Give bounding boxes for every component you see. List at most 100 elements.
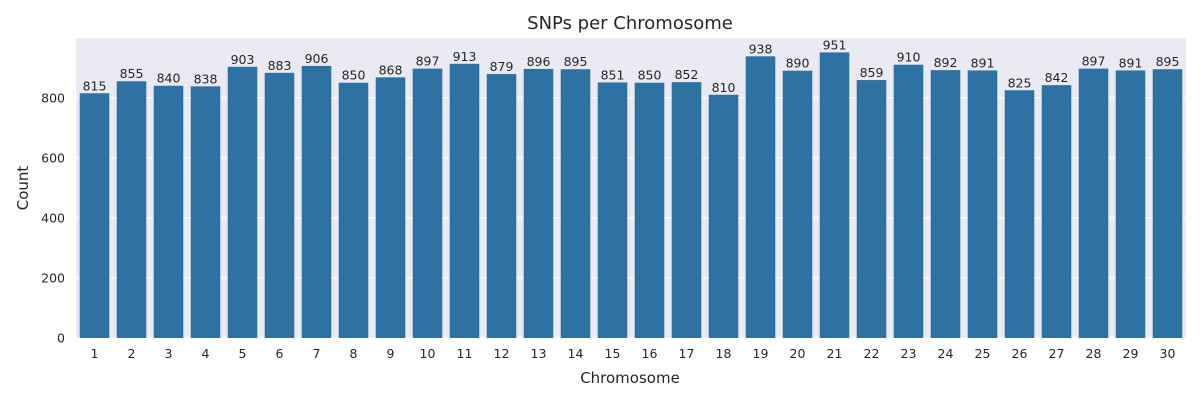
data-label: 910 [897,50,921,65]
data-label: 825 [1008,75,1032,90]
y-tick-label: 600 [41,150,65,165]
bar [1041,85,1072,338]
x-tick-label: 6 [276,346,284,361]
y-tick-label: 400 [41,210,65,225]
x-tick-label: 10 [420,346,436,361]
x-tick-label: 3 [165,346,173,361]
bar [227,66,258,338]
bar [856,80,887,338]
x-tick-label: 20 [790,346,806,361]
x-tick-label: 2 [128,346,136,361]
data-label: 938 [749,41,773,56]
data-label: 859 [860,65,884,80]
x-tick-label: 17 [679,346,695,361]
x-tick-label: 7 [313,346,321,361]
data-label: 852 [675,67,699,82]
data-label: 951 [823,37,847,52]
data-label: 879 [490,59,514,74]
x-tick-label: 14 [568,346,584,361]
data-labels: 815 855 840 838 903 883 906 850 868 897 913 879 896 8… [83,37,1180,94]
x-tick-label: 30 [1160,346,1176,361]
bar [967,70,998,338]
bar [338,82,369,338]
data-label: 842 [1045,70,1069,85]
x-tick-label: 15 [605,346,621,361]
data-label: 903 [231,52,255,67]
data-label: 868 [379,62,403,77]
bar [264,72,295,338]
x-tick-label: 27 [1049,346,1065,361]
bar [782,70,813,339]
y-axis-label: Count [14,166,32,211]
data-label: 855 [120,66,144,81]
x-tick-label: 29 [1123,346,1139,361]
y-tick-labels: 0 200 400 600 800 [41,90,65,345]
bar [79,93,110,339]
x-tick-label: 11 [457,346,473,361]
x-tick-label: 22 [864,346,880,361]
x-tick-label: 25 [975,346,991,361]
data-label: 850 [342,68,366,83]
x-tick-label: 13 [531,346,547,361]
data-label: 913 [453,49,477,64]
x-tick-label: 18 [716,346,732,361]
data-label: 906 [305,51,329,66]
bar [412,68,443,339]
bar [1152,69,1183,338]
y-tick-label: 0 [57,331,65,346]
x-tick-label: 28 [1086,346,1102,361]
bar [597,82,628,338]
data-label: 838 [194,71,218,86]
bar [375,77,406,338]
bar [634,82,665,338]
x-axis-label: Chromosome [580,369,680,387]
data-label: 840 [157,71,181,86]
bar [153,85,184,339]
bar [1115,70,1146,338]
bar [301,65,332,339]
bar [190,86,221,338]
x-tick-label: 19 [753,346,769,361]
x-tick-label: 16 [642,346,658,361]
bar [930,70,961,338]
bar [671,82,702,339]
x-tick-label: 5 [239,346,247,361]
bar [708,94,739,338]
gridlines [76,97,1186,339]
bar [745,56,776,338]
y-tick-label: 800 [41,90,65,105]
data-label: 896 [527,54,551,69]
plot-area [76,38,1186,338]
bar [449,63,480,338]
data-label: 891 [1119,55,1143,70]
x-tick-label: 21 [827,346,843,361]
x-tick-label: 23 [901,346,917,361]
chart-title: SNPs per Chromosome [527,13,733,34]
bar [523,68,554,338]
x-tick-label: 9 [387,346,395,361]
bar [819,52,850,338]
x-tick-label: 26 [1012,346,1028,361]
data-label: 890 [786,56,810,71]
data-label: 850 [638,68,662,83]
bar [560,69,591,338]
data-label: 891 [971,55,995,70]
data-label: 897 [416,54,440,69]
x-tick-labels: 1 2 3 4 5 6 7 8 9 10 11 12 13 14 15 16 17 18 19 20 21 22 23 24 2… [91,346,1176,361]
bar [893,64,924,338]
data-label: 851 [601,67,625,82]
x-tick-label: 4 [202,346,210,361]
x-tick-label: 24 [938,346,954,361]
y-tick-label: 200 [41,270,65,285]
x-tick-label: 1 [91,346,99,361]
bar [1078,68,1109,339]
data-label: 815 [83,78,107,93]
data-label: 883 [268,58,292,73]
bar [486,74,517,338]
x-tick-label: 12 [494,346,510,361]
data-label: 897 [1082,54,1106,69]
data-label: 892 [934,55,958,70]
data-label: 810 [712,80,736,95]
bar [1004,90,1035,338]
